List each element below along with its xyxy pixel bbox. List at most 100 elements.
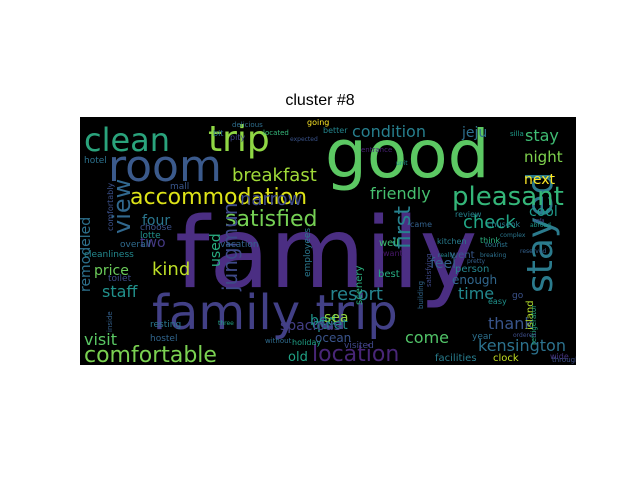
word-feel: feel	[430, 256, 456, 272]
word-spacious: spacious	[280, 318, 341, 334]
word-toilet: toilet	[108, 274, 132, 284]
word-well: well	[379, 238, 399, 249]
word-breaking: breaking	[480, 252, 506, 259]
word-enough: enough	[452, 273, 497, 287]
word-kind: kind	[152, 259, 190, 280]
word-pleasant: pleasant	[452, 182, 564, 212]
word-facilities: facilities	[435, 353, 477, 364]
word-really: really	[438, 252, 455, 259]
word-overall: overall	[120, 240, 151, 250]
word-think: think	[480, 236, 501, 245]
word-remodeled: remodeled	[80, 217, 94, 292]
word-thank: thank	[488, 314, 534, 333]
word-year: year	[472, 332, 492, 342]
word-used: used	[208, 233, 224, 267]
word-accommodation: accommodation	[130, 185, 307, 210]
word-check: check	[463, 212, 516, 233]
word-mall: mall	[170, 182, 189, 192]
word-clock: clock	[493, 353, 519, 364]
word-cleanliness: cleanliness	[84, 250, 134, 260]
word-employees: employees	[303, 228, 313, 277]
word-kitchen: kitchen	[437, 237, 466, 246]
word-throughout: throughout	[552, 356, 576, 364]
word-sea: sea	[324, 310, 349, 326]
word-comfortably: comfortably	[106, 183, 115, 231]
word-family-trip: family trip	[152, 285, 398, 341]
word-night: night	[524, 148, 563, 166]
word-want: want	[383, 249, 403, 258]
word-view: view	[108, 179, 136, 234]
word-went: went	[450, 250, 475, 261]
word-easy: easy	[488, 297, 507, 306]
word-bed: bed	[310, 313, 336, 329]
word-bit: bit	[213, 129, 223, 138]
word-comfortable: comfortable	[84, 343, 217, 365]
word-satisfying: satisfying	[425, 253, 433, 287]
word-delicious: delicious	[232, 121, 263, 129]
word-lotte: lotte	[140, 231, 161, 241]
word-family: family	[175, 197, 477, 311]
word-scenery: scenery	[354, 266, 365, 305]
word-price: price	[94, 263, 129, 279]
word-complex: complex	[500, 232, 526, 239]
word-come: come	[405, 328, 449, 347]
word-stayed: stayed	[520, 172, 561, 293]
word-resting: resting	[150, 320, 181, 330]
word-without: without	[265, 337, 292, 345]
word-satisfied: satisfied	[225, 207, 318, 232]
word-kensington: kensington	[478, 336, 566, 355]
word-best: best	[378, 269, 400, 280]
word-pity: pity	[230, 133, 245, 142]
word-staff: staff	[102, 282, 138, 301]
word-vacation: vacation	[220, 240, 259, 250]
word-breakfast: breakfast	[232, 165, 317, 186]
word-person: person	[455, 264, 489, 275]
word-friendly: friendly	[370, 184, 431, 203]
word-island: island	[525, 300, 536, 330]
word-located: located	[263, 129, 289, 137]
word-review: review	[455, 210, 482, 219]
word-pretty: pretty	[467, 258, 486, 265]
word-holiday: holiday	[292, 338, 321, 347]
word-jungmun: jungmun	[218, 203, 242, 292]
word-condition: condition	[352, 122, 426, 141]
word-visit: visit	[84, 330, 117, 349]
word-hotel: hotel	[84, 156, 107, 166]
word-entrance: entrance	[361, 146, 392, 154]
word-good: good	[325, 117, 490, 193]
word-sofa: sofa	[534, 218, 545, 224]
word-refrigerator: refrigerator	[530, 305, 538, 345]
word-room: room	[108, 141, 222, 192]
figure-title: cluster #8	[285, 92, 355, 109]
word-came: came	[410, 220, 432, 229]
word-jeju: jeju	[461, 125, 487, 141]
word-stay: stay	[525, 126, 559, 145]
word-wide: wide	[550, 352, 569, 361]
word-ocean: ocean	[315, 331, 351, 345]
word-visited: visited	[344, 341, 374, 351]
word-building: building	[417, 281, 425, 309]
word-silla: silla	[510, 130, 524, 138]
word-two: two	[140, 235, 166, 251]
word-three: three	[218, 320, 234, 327]
word-cool: cool	[529, 204, 558, 220]
word-cloud: family good family trip room clean trip accomm…	[80, 117, 576, 365]
word-location: location	[312, 342, 399, 365]
word-go: go	[512, 291, 524, 301]
word-expected: expected	[290, 136, 318, 143]
word-going: going	[307, 118, 329, 127]
word-time: time	[458, 284, 494, 303]
word-chuseok: chuseok	[487, 220, 521, 229]
word-unit: unit	[396, 160, 408, 167]
word-first: first	[391, 206, 416, 249]
word-resort: resort	[330, 284, 383, 305]
word-next: next	[524, 172, 556, 188]
word-abroad: abroad	[530, 222, 551, 229]
word-inside: inside	[106, 311, 114, 332]
word-four: four	[142, 213, 170, 229]
word-reserved: reserved	[520, 248, 547, 255]
word-old: old	[288, 350, 308, 365]
word-narrow: narrow	[240, 189, 302, 210]
word-choose: choose	[140, 223, 172, 233]
